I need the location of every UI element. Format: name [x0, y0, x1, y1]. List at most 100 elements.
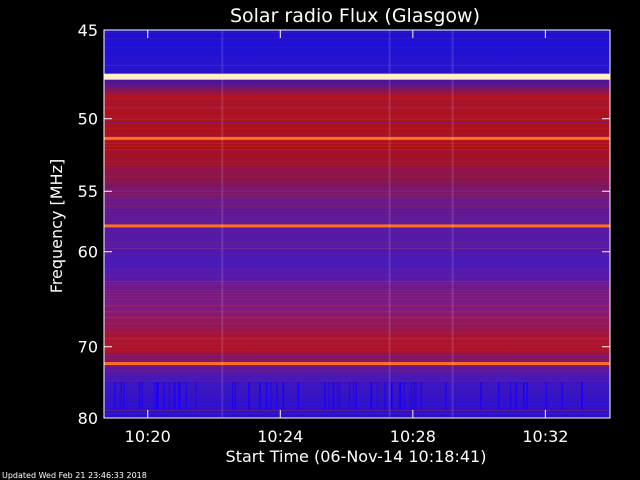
noise-stripe	[104, 92, 610, 93]
noise-stripe	[104, 206, 610, 207]
noise-stripe	[104, 311, 610, 312]
noise-stripe	[104, 260, 610, 261]
burst-streak	[545, 382, 548, 410]
noise-stripe	[104, 98, 610, 99]
y-tick-label: 70	[78, 338, 98, 357]
noise-stripe	[104, 383, 610, 384]
burst-streak	[231, 382, 234, 410]
noise-stripe	[104, 254, 610, 255]
y-tick-label: 55	[78, 182, 98, 201]
noise-stripe	[104, 296, 610, 297]
noise-stripe	[104, 131, 610, 132]
noise-stripe	[104, 113, 610, 114]
burst-streak	[270, 382, 272, 410]
noise-stripe	[104, 329, 610, 330]
burst-streak	[234, 382, 236, 410]
burst-streak	[324, 382, 326, 410]
noise-stripe	[104, 140, 610, 141]
burst-streak	[138, 382, 141, 410]
receiver-gap	[451, 30, 454, 418]
noise-stripe	[104, 62, 610, 63]
x-tick-label: 10:28	[390, 427, 436, 446]
noise-stripe	[104, 104, 610, 105]
burst-streak	[509, 382, 512, 410]
noise-stripe	[104, 380, 610, 381]
x-axis-label: Start Time (06-Nov-14 10:18:41)	[226, 447, 487, 466]
noise-stripe	[104, 368, 610, 369]
noise-stripe	[104, 173, 610, 174]
plot-area	[104, 30, 610, 418]
noise-stripe	[104, 212, 610, 213]
noise-stripe	[104, 407, 610, 408]
noise-stripe	[104, 185, 610, 186]
noise-stripe	[104, 65, 610, 66]
noise-stripe	[104, 32, 610, 33]
chart-title: Solar radio Flux (Glasgow)	[230, 5, 480, 27]
burst-streak	[248, 382, 250, 410]
burst-streak	[276, 382, 278, 410]
noise-stripe	[104, 47, 610, 48]
noise-stripe	[104, 314, 610, 315]
burst-streak	[355, 382, 357, 410]
noise-stripe	[104, 230, 610, 231]
receiver-gap	[221, 30, 224, 418]
noise-stripe	[104, 194, 610, 195]
noise-stripe	[104, 227, 610, 228]
burst-streak	[195, 382, 197, 410]
noise-stripe	[104, 308, 610, 309]
noise-stripe	[104, 395, 610, 396]
noise-stripe	[104, 209, 610, 210]
noise-stripe	[104, 146, 610, 147]
noise-stripe	[104, 197, 610, 198]
noise-stripe	[104, 398, 610, 399]
burst-streak	[141, 382, 144, 410]
burst-streak	[168, 382, 171, 410]
noise-stripe	[104, 80, 610, 81]
burst-streak	[297, 382, 300, 410]
emission-line	[104, 136, 610, 140]
noise-stripe	[104, 404, 610, 405]
noise-stripe	[104, 83, 610, 84]
noise-stripe	[104, 389, 610, 390]
noise-stripe	[104, 320, 610, 321]
burst-streak	[581, 382, 583, 410]
emission-line	[104, 224, 610, 228]
noise-stripe	[104, 161, 610, 162]
y-tick-label: 50	[78, 110, 98, 129]
noise-stripe	[104, 326, 610, 327]
noise-stripe	[104, 221, 610, 222]
noise-stripe	[104, 89, 610, 90]
noise-stripe	[104, 110, 610, 111]
spectrogram-background	[104, 30, 610, 418]
noise-stripe	[104, 158, 610, 159]
noise-stripe	[104, 53, 610, 54]
burst-streak	[265, 382, 268, 410]
noise-stripe	[104, 248, 610, 249]
noise-stripe	[104, 71, 610, 72]
burst-streak	[348, 382, 351, 410]
noise-stripe	[104, 278, 610, 279]
noise-stripe	[104, 347, 610, 348]
burst-streak	[336, 382, 339, 410]
burst-streak	[114, 382, 116, 410]
updated-timestamp: Updated Wed Feb 21 23:46:33 2018	[2, 471, 147, 480]
noise-stripe	[104, 416, 610, 417]
noise-stripe	[104, 281, 610, 282]
noise-stripe	[104, 374, 610, 375]
x-tick-label: 10:20	[125, 427, 171, 446]
noise-stripe	[104, 401, 610, 402]
burst-streak	[480, 382, 482, 410]
noise-stripe	[104, 236, 610, 237]
noise-stripe	[104, 275, 610, 276]
noise-stripe	[104, 233, 610, 234]
burst-streak	[391, 382, 393, 410]
burst-streak	[415, 382, 417, 410]
noise-stripe	[104, 287, 610, 288]
noise-stripe	[104, 188, 610, 189]
y-tick-label: 80	[78, 409, 98, 428]
noise-stripe	[104, 149, 610, 150]
noise-stripe	[104, 50, 610, 51]
noise-stripe	[104, 128, 610, 129]
noise-stripe	[104, 344, 610, 345]
noise-stripe	[104, 242, 610, 243]
